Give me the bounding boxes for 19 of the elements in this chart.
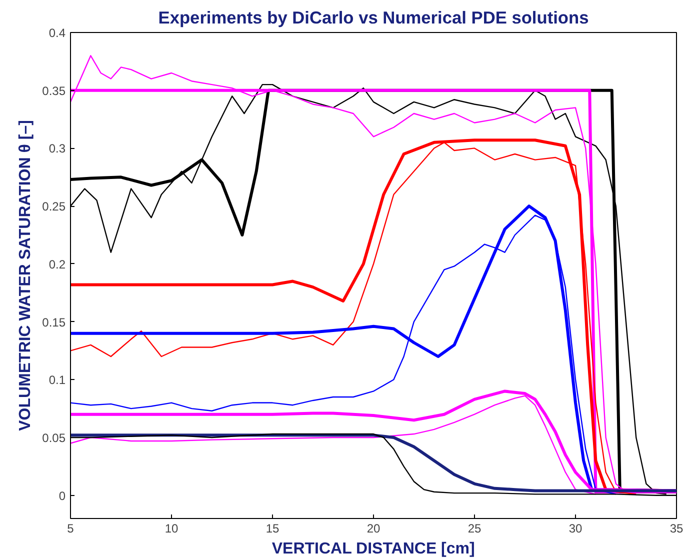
x-tick-label: 30 <box>568 522 582 536</box>
x-tick-label: 25 <box>468 522 482 536</box>
y-tick-label: 0.3 <box>48 142 66 156</box>
y-tick-label: 0.15 <box>42 315 66 330</box>
y-axis-title: VOLUMETRIC WATER SATURATION θ [–] <box>17 120 34 431</box>
chart-title: Experiments by DiCarlo vs Numerical PDE solutions <box>158 8 589 28</box>
y-tick-label: 0.35 <box>42 84 66 98</box>
y-tick-label: 0.05 <box>42 431 66 445</box>
x-tick-label: 35 <box>670 522 684 536</box>
y-tick-label: 0 <box>58 488 66 503</box>
y-tick-label: 0.1 <box>48 373 66 388</box>
x-tick-label: 15 <box>266 522 280 536</box>
x-tick-label: 5 <box>67 522 74 536</box>
y-tick-label: 0.2 <box>48 257 66 272</box>
x-axis-title: VERTICAL DISTANCE [cm] <box>272 540 475 558</box>
x-tick-label: 20 <box>366 522 380 536</box>
y-tick-label: 0.25 <box>42 200 66 214</box>
y-tick-label: 0.4 <box>48 26 66 40</box>
x-tick-label: 10 <box>164 522 178 536</box>
